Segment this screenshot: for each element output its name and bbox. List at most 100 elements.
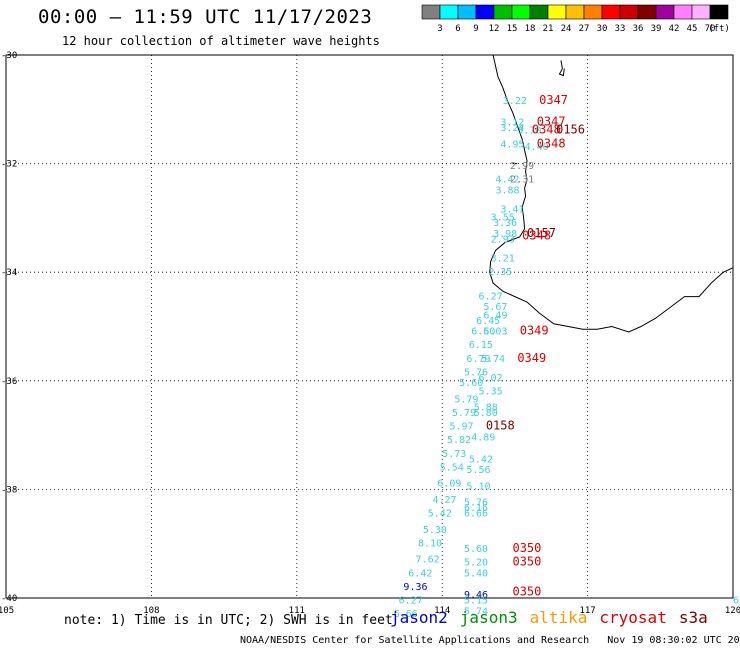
map-frame [5, 54, 734, 599]
swh-label: 5.60 [459, 378, 483, 389]
swh-label: 5.76 [464, 498, 488, 509]
swh-label: 4.42 [496, 175, 520, 186]
swh-label: 3.41 [500, 204, 524, 215]
inland-lake [558, 60, 565, 77]
lat-tick-label: -38 [1, 485, 17, 495]
color-scale-label: 33 [615, 24, 626, 34]
pass-time-label: 0350 [512, 584, 541, 598]
lon-tick-label: 105 [0, 606, 14, 616]
swh-label: 5.67 [483, 302, 507, 313]
pass-time-label: 0347 [539, 93, 568, 107]
color-scale-label: 70 [705, 24, 716, 34]
swh-label: 5.15 [464, 595, 488, 606]
swh-label: 5.73 [442, 449, 466, 460]
swh-label: 6.42 [408, 568, 432, 579]
swh-label: 9.36 [403, 582, 427, 593]
swh-label: 3.21 [491, 253, 515, 264]
legend-entry-altika: altika [529, 608, 588, 627]
color-scale-label: 6 [455, 24, 460, 34]
color-scale-label: 15 [507, 24, 518, 34]
swh-label: 5.97 [449, 422, 473, 433]
pass-time-label: 0348 [537, 136, 566, 150]
swh-label: 7.62 [416, 555, 440, 566]
swh-label: 5.82 [447, 435, 471, 446]
swh-label: 6.02 [479, 373, 503, 384]
pass-time-label: 0158 [486, 419, 515, 433]
swh-label: 6.03 [483, 327, 507, 338]
swh-label: 5.88 [474, 403, 498, 414]
pass-time-label: 0349 [517, 351, 546, 365]
color-scale-label: 18 [525, 24, 536, 34]
color-scale-bar: 3 6 9 12 15 18 21 24 27 30 33 36 39 42 45 70(ft) [421, 4, 730, 34]
lat-tick-label: -40 [1, 594, 17, 604]
color-scale-label: 30 [597, 24, 608, 34]
swh-label: 6.79 [466, 354, 490, 365]
legend-entry-jason3: jason3 [459, 608, 518, 627]
footnote: note: 1) Time is in UTC; 2) SWH is in fe… [64, 613, 393, 628]
swh-label: 5.42 [469, 454, 493, 465]
color-scale-label: 21 [543, 24, 554, 34]
swh-label: 5.30 [423, 525, 447, 536]
pass-time-label: 0348 [522, 229, 551, 243]
legend-entry-jason2: jason2 [390, 608, 448, 627]
lat-tick-label: -36 [1, 377, 17, 387]
swh-label: 3.55 [491, 213, 515, 224]
swh-label: 4.27 [433, 495, 457, 506]
swh-label: 6.45 [476, 316, 500, 327]
swh-label: 6 [733, 595, 739, 606]
legend-entry-cryosat: cryosat [599, 608, 667, 627]
swh-label: 5.80 [474, 408, 498, 419]
color-scale-label: 36 [633, 24, 644, 34]
swh-label: 5.40 [464, 568, 488, 579]
pass-time-label: 0348 [532, 123, 561, 137]
swh-label: 2.93 [491, 234, 515, 245]
lon-tick-label: 114 [434, 606, 450, 616]
swh-label: 3.70 [517, 126, 541, 137]
lon-tick-label: 111 [289, 606, 305, 616]
color-scale-label: 42 [669, 24, 680, 34]
lat-tick-label: -32 [1, 160, 17, 170]
swh-label: 2.99 [510, 161, 534, 172]
swh-label: 3.88 [496, 185, 520, 196]
color-scale-label: 45 [687, 24, 698, 34]
swh-label: 5.56 [466, 465, 490, 476]
pass-time-label: 0157 [527, 226, 556, 240]
swh-label: 2.31 [510, 175, 534, 186]
swh-label: 6.09 [437, 479, 461, 490]
swh-label: 5.42 [428, 509, 452, 520]
swh-label: 3.24 [500, 123, 524, 134]
swh-label: 8.10 [418, 538, 442, 549]
swh-label: 4.40 [525, 142, 549, 153]
lon-tick-label: 120 [725, 606, 740, 616]
lat-tick-label: -34 [1, 268, 17, 278]
swh-label: 3.12 [500, 118, 524, 129]
lon-tick-label: 117 [579, 606, 595, 616]
color-scale-label: (ft) [708, 24, 730, 34]
legend-entry-s3a: s3a [678, 608, 708, 627]
swh-label: 5.60 [464, 544, 488, 555]
swh-label: 4.95 [500, 139, 524, 150]
swh-label: 6.66 [464, 509, 488, 520]
swh-label: 2.35 [488, 267, 512, 278]
swh-label: 3.36 [493, 218, 517, 229]
credits-line: NOAA/NESDIS Center for Satellite Applica… [240, 635, 740, 646]
swh-label: 5.74 [464, 606, 488, 617]
swh-label: 6.50 [471, 327, 495, 338]
pass-time-label: 0350 [512, 554, 541, 568]
swh-label: 6.16 [464, 503, 488, 514]
color-scale-label: 27 [579, 24, 590, 34]
map-subtitle: 12 hour collection of altimeter wave hei… [62, 34, 380, 48]
swh-label: 5.76 [464, 367, 488, 378]
pass-time-label: 0350 [512, 541, 541, 555]
color-scale-label: 12 [489, 24, 500, 34]
color-scale-label: 3 [437, 24, 442, 34]
swh-label: 6.15 [469, 340, 493, 351]
swh-label: 6.49 [483, 310, 507, 321]
map-title: 00:00 — 11:59 UTC 11/17/2023 [38, 6, 373, 28]
color-scale-label: 24 [561, 24, 572, 34]
swh-label: 6.27 [399, 595, 423, 606]
color-scale-label: 39 [651, 24, 662, 34]
swh-label: 5.54 [440, 462, 464, 473]
swh-label: 6.27 [479, 291, 503, 302]
